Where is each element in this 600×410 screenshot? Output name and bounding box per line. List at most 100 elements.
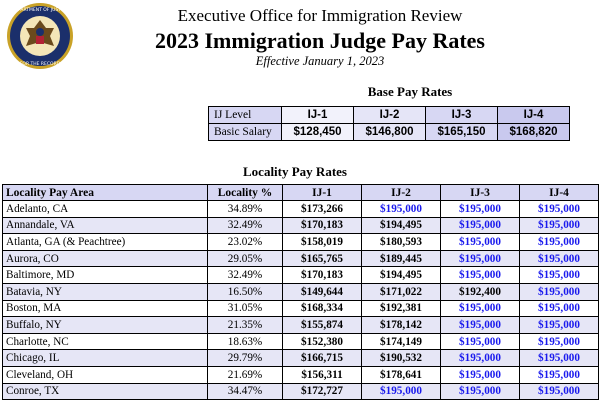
locality-area: Adelanto, CA: [2, 200, 208, 218]
table-row: Aurora, CO 29.05% $165,765 $189,445 $195,000…: [2, 249, 599, 268]
effective-date: Effective January 1, 2023: [255, 54, 385, 68]
pay-ij3: $195,000: [440, 200, 520, 218]
locality-area: Cleveland, OH: [2, 365, 208, 384]
seal-text-bottom: FOR THE RECORD: [20, 61, 61, 67]
pay-ij4: $195,000: [519, 382, 599, 401]
base-pay-table: IJ Level IJ-1 IJ-2 IJ-3 IJ-4 Basic Salar…: [208, 106, 570, 141]
pay-ij3: $195,000: [440, 233, 520, 251]
pay-ij2: $178,641: [361, 365, 441, 384]
pay-ij4: $195,000: [519, 282, 599, 301]
pay-ij2: $189,445: [361, 249, 441, 268]
pay-ij1: $168,334: [282, 299, 362, 318]
pay-ij3: $195,000: [440, 382, 520, 401]
col-header-ij4: IJ-4: [519, 184, 599, 201]
locality-pay-table: Locality Pay Area Locality % IJ-1 IJ-2 I…: [2, 184, 599, 401]
col-header-ij2: IJ-2: [361, 184, 441, 201]
pay-ij4: $195,000: [519, 200, 599, 218]
base-level-2: IJ-2: [353, 106, 426, 124]
pay-ij3: $195,000: [440, 332, 520, 351]
locality-percent: 21.69%: [207, 365, 283, 384]
pay-ij1: $156,311: [282, 365, 362, 384]
pay-ij3: $195,000: [440, 349, 520, 367]
locality-area: Aurora, CO: [2, 249, 208, 268]
locality-header-row: Locality Pay Area Locality % IJ-1 IJ-2 I…: [2, 184, 599, 201]
page-title: 2023 Immigration Judge Pay Rates: [155, 28, 485, 53]
col-header-pct: Locality %: [207, 184, 283, 201]
locality-percent: 18.63%: [207, 332, 283, 351]
locality-percent: 32.49%: [207, 216, 283, 235]
table-row: Batavia, NY 16.50% $149,644 $171,022 $192,40…: [2, 282, 599, 301]
table-row: Cleveland, OH 21.69% $156,311 $178,641 $195,…: [2, 365, 599, 384]
pay-ij1: $155,874: [282, 316, 362, 334]
pay-ij1: $172,727: [282, 382, 362, 401]
doj-seal-icon: DEPARTMENT OF JUSTICE FOR THE RECORD: [7, 3, 73, 69]
table-row: Buffalo, NY 21.35% $155,874 $178,142 $195,00…: [2, 316, 599, 334]
locality-percent: 32.49%: [207, 266, 283, 284]
pay-ij4: $195,000: [519, 332, 599, 351]
ij-level-label: IJ Level: [208, 106, 282, 124]
table-row: Charlotte, NC 18.63% $152,380 $174,149 $195,…: [2, 332, 599, 351]
pay-ij1: $165,765: [282, 249, 362, 268]
base-level-row: IJ Level IJ-1 IJ-2 IJ-3 IJ-4: [208, 106, 570, 124]
pay-ij2: $171,022: [361, 282, 441, 301]
locality-area: Atlanta, GA (& Peachtree): [2, 233, 208, 251]
pay-ij4: $195,000: [519, 365, 599, 384]
table-row: Chicago, IL 29.79% $166,715 $190,532 $195,00…: [2, 349, 599, 367]
locality-area: Boston, MA: [2, 299, 208, 318]
pay-ij3: $195,000: [440, 365, 520, 384]
pay-ij4: $195,000: [519, 299, 599, 318]
locality-percent: 21.35%: [207, 316, 283, 334]
pay-ij2: $180,593: [361, 233, 441, 251]
pay-ij1: $170,183: [282, 266, 362, 284]
base-pay-title: Base Pay Rates: [367, 84, 453, 99]
base-salary-2: $146,800: [353, 123, 426, 141]
col-header-area: Locality Pay Area: [2, 184, 208, 201]
pay-ij3: $195,000: [440, 316, 520, 334]
pay-ij3: $195,000: [440, 299, 520, 318]
locality-percent: 29.05%: [207, 249, 283, 268]
pay-ij2: $190,532: [361, 349, 441, 367]
locality-percent: 31.05%: [207, 299, 283, 318]
pay-ij2: $192,381: [361, 299, 441, 318]
base-salary-row: Basic Salary $128,450 $146,800 $165,150 …: [208, 123, 570, 141]
locality-percent: 16.50%: [207, 282, 283, 301]
pay-ij4: $195,000: [519, 249, 599, 268]
locality-percent: 29.79%: [207, 349, 283, 367]
table-row: Atlanta, GA (& Peachtree) 23.02% $158,019 $…: [2, 233, 599, 251]
pay-ij1: $152,380: [282, 332, 362, 351]
office-name: Executive Office for Immigration Review: [177, 6, 463, 25]
pay-ij1: $173,266: [282, 200, 362, 218]
pay-ij2: $178,142: [361, 316, 441, 334]
pay-ij1: $149,644: [282, 282, 362, 301]
table-row: Annandale, VA 32.49% $170,183 $194,495 $195,…: [2, 216, 599, 235]
pay-ij2: $195,000: [361, 200, 441, 218]
pay-ij2: $174,149: [361, 332, 441, 351]
base-salary-3: $165,150: [425, 123, 498, 141]
pay-ij1: $170,183: [282, 216, 362, 235]
table-row: Conroe, TX 34.47% $172,727 $195,000 $195,000…: [2, 382, 599, 401]
locality-area: Buffalo, NY: [2, 316, 208, 334]
locality-percent: 23.02%: [207, 233, 283, 251]
col-header-ij1: IJ-1: [282, 184, 362, 201]
pay-ij3: $195,000: [440, 216, 520, 235]
locality-percent: 34.47%: [207, 382, 283, 401]
base-level-4: IJ-4: [497, 106, 570, 124]
pay-ij3: $195,000: [440, 249, 520, 268]
pay-ij4: $195,000: [519, 349, 599, 367]
pay-ij3: $195,000: [440, 266, 520, 284]
pay-ij4: $195,000: [519, 216, 599, 235]
pay-ij4: $195,000: [519, 316, 599, 334]
seal-text-top: DEPARTMENT OF JUSTICE: [12, 7, 69, 13]
locality-pay-title: Locality Pay Rates: [243, 164, 347, 179]
base-salary-1: $128,450: [281, 123, 354, 141]
pay-ij2: $194,495: [361, 266, 441, 284]
pay-ij4: $195,000: [519, 233, 599, 251]
base-level-1: IJ-1: [281, 106, 354, 124]
locality-area: Annandale, VA: [2, 216, 208, 235]
locality-area: Baltimore, MD: [2, 266, 208, 284]
base-level-3: IJ-3: [425, 106, 498, 124]
table-row: Baltimore, MD 32.49% $170,183 $194,495 $195,…: [2, 266, 599, 284]
pay-ij4: $195,000: [519, 266, 599, 284]
basic-salary-label: Basic Salary: [208, 123, 282, 141]
pay-ij1: $158,019: [282, 233, 362, 251]
